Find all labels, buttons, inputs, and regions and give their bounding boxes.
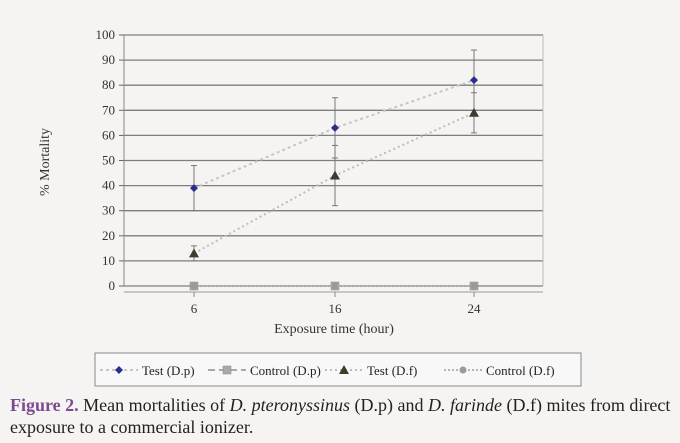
legend-item-0: Test (D.p) — [100, 363, 195, 378]
marker-circle — [190, 282, 198, 290]
y-tick-label: 70 — [102, 102, 115, 117]
marker-diamond — [470, 76, 478, 85]
y-tick-label: 50 — [102, 153, 115, 168]
legend-box — [94, 352, 582, 387]
marker-circle — [459, 366, 467, 374]
species-name-2: D. farinde — [427, 395, 502, 415]
y-tick-label: 90 — [102, 52, 115, 67]
x-tick-label: 16 — [329, 301, 343, 316]
caption-text-2: (D.p) and — [349, 395, 428, 415]
y-tick-label: 20 — [102, 228, 115, 243]
y-tick-label: 10 — [102, 253, 115, 268]
x-tick-label: 6 — [191, 301, 198, 316]
series-2 — [189, 92, 479, 262]
figure-caption: Figure 2. Mean mortalities of D. pterony… — [10, 394, 675, 438]
legend-label: Test (D.p) — [142, 363, 195, 378]
marker-diamond — [190, 184, 198, 193]
y-tick-label: 60 — [102, 127, 115, 142]
legend-item-1: Control (D.p) — [208, 363, 321, 378]
grid-lines — [124, 34, 543, 287]
marker-circle — [331, 282, 339, 290]
legend-label: Test (D.f) — [367, 363, 417, 378]
series-line — [193, 79, 475, 190]
marker-triangle — [339, 365, 349, 374]
axes: 0 10 20 30 40 50 60 70 80 90 100 6 16 24 — [96, 27, 544, 316]
marker-triangle — [330, 170, 340, 180]
x-axis-title: Exposure time (hour) — [274, 322, 394, 337]
series-3 — [190, 282, 478, 290]
caption-text-1: Mean mortalities of — [78, 395, 230, 415]
marker-circle — [470, 282, 478, 290]
legend-label: Control (D.f) — [486, 363, 555, 378]
legend: Test (D.p) Control (D.p) Test (D.f) Control… — [100, 363, 555, 378]
y-tick-label: 30 — [102, 203, 115, 218]
y-tick-label: 0 — [109, 278, 116, 293]
marker-diamond — [331, 123, 339, 132]
x-tick-label: 24 — [468, 301, 482, 316]
marker-diamond — [115, 366, 123, 374]
legend-item-2: Test (D.f) — [325, 363, 417, 378]
figure-label: Figure 2. — [10, 395, 79, 415]
y-tick-label: 40 — [102, 178, 115, 193]
series-line — [193, 111, 475, 255]
legend-label: Control (D.p) — [250, 363, 321, 378]
marker-triangle — [189, 248, 199, 258]
marker-triangle — [469, 107, 479, 117]
data-series — [189, 49, 479, 291]
y-axis-title: % Mortality — [38, 128, 53, 196]
species-name-1: D. pteronyssinus — [229, 395, 350, 415]
y-tick-label: 80 — [102, 77, 115, 92]
legend-item-3: Control (D.f) — [444, 363, 555, 378]
marker-square — [222, 365, 232, 375]
y-tick-label: 100 — [96, 27, 116, 42]
caption-text-3: (D.f) mites from direct exposure to a co… — [10, 395, 671, 437]
